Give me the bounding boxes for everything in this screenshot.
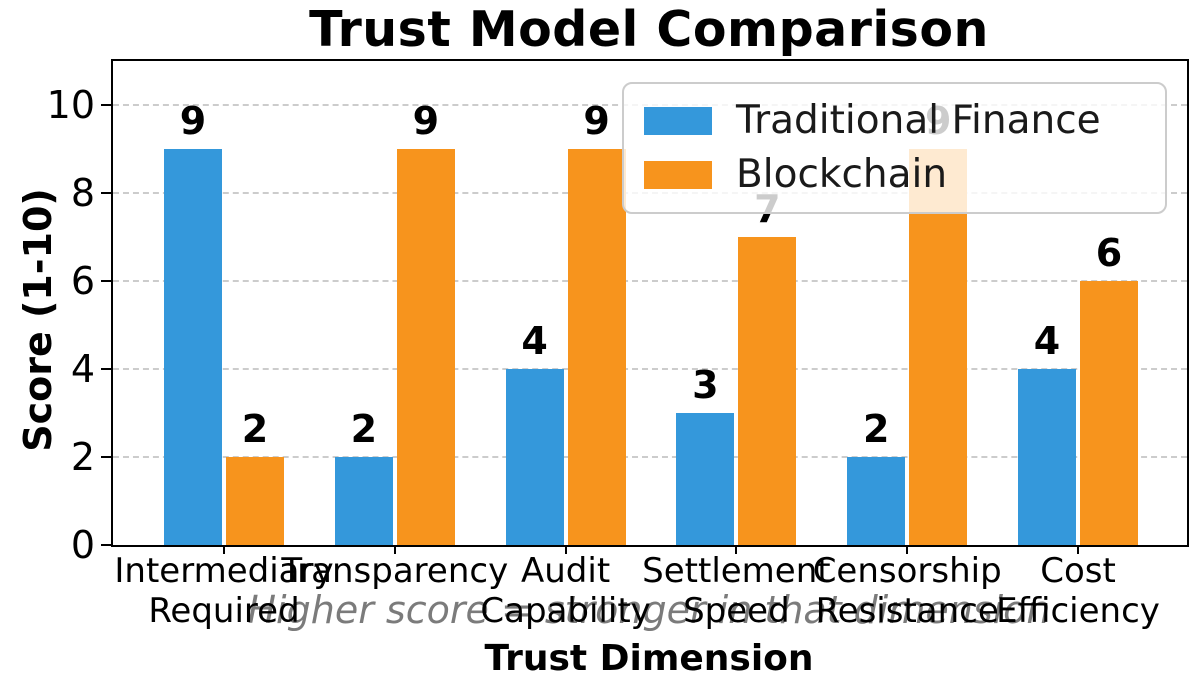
y-tick-mark-0	[101, 544, 111, 546]
legend-label-blockchain: Blockchain	[736, 152, 948, 197]
chart-title: Trust Model Comparison	[309, 1, 989, 58]
x-tick-label-2: Audit Capability	[366, 551, 766, 631]
x-tick-label-line: Cost	[1040, 551, 1116, 591]
bar-blockchain-transparency	[396, 149, 455, 545]
bar-traditional-finance-intermediary	[164, 149, 222, 545]
legend-item-traditional-finance: Traditional Finance	[644, 98, 1145, 144]
bar-traditional-finance-censorship	[847, 457, 906, 545]
x-tick-mark-5	[1077, 545, 1079, 554]
bar-value-traditional-finance-censorship: 2	[862, 407, 890, 451]
bar-value-traditional-finance-intermediary: 9	[179, 99, 207, 143]
x-tick-label-line: Transparency	[281, 551, 509, 591]
bar-traditional-finance-settlement	[676, 413, 735, 545]
gridline-y6	[113, 280, 1187, 282]
x-tick-mark-1	[393, 545, 396, 554]
bar-value-traditional-finance-audit: 4	[521, 319, 548, 363]
x-tick-label-line: Audit	[521, 551, 611, 591]
x-tick-label-line: Capability	[480, 591, 651, 631]
legend-item-blockchain: Blockchain	[644, 152, 1145, 198]
x-tick-label-1: Transparency	[195, 551, 595, 591]
x-tick-mark-4	[906, 545, 909, 554]
bar-value-traditional-finance-settlement: 3	[692, 363, 719, 407]
y-tick-label-6: 6	[70, 259, 95, 303]
x-tick-label-line: Censorship	[812, 551, 1002, 591]
bar-traditional-finance-transparency	[334, 457, 393, 545]
bar-blockchain-intermediary	[226, 457, 284, 545]
y-tick-label-10: 10	[46, 83, 95, 127]
plot-area: 924324299796 Traditional Finance Blockch…	[111, 59, 1189, 547]
x-tick-mark-3	[735, 545, 738, 554]
y-tick-label-8: 8	[70, 171, 95, 215]
legend-swatch-traditional-finance	[644, 107, 712, 135]
x-tick-label-line: Resistance	[815, 591, 999, 631]
x-tick-label-line: Efficiency	[996, 591, 1160, 631]
x-tick-label-line: Speed	[683, 591, 790, 631]
x-tick-label-line: Settlement	[642, 551, 831, 591]
y-tick-mark-6	[101, 280, 111, 282]
x-axis-label: Trust Dimension	[484, 638, 814, 679]
bar-blockchain-settlement	[738, 237, 797, 545]
y-tick-mark-4	[101, 368, 111, 370]
y-tick-label-0: 0	[70, 523, 95, 567]
bar-blockchain-censorship	[909, 149, 968, 545]
gridline-y4	[113, 368, 1187, 370]
legend-label-traditional-finance: Traditional Finance	[736, 98, 1101, 143]
y-tick-label-4: 4	[70, 347, 95, 391]
legend-swatch-blockchain	[644, 161, 712, 189]
bar-value-blockchain-audit: 9	[583, 99, 610, 143]
annotation-text: Higher score = stronger in that dimensio…	[247, 588, 1051, 632]
y-axis-label: Score (1-10)	[16, 188, 60, 452]
y-tick-label-2: 2	[70, 435, 95, 479]
bar-value-traditional-finance-cost: 4	[1033, 319, 1061, 363]
bar-traditional-finance-audit	[505, 369, 564, 545]
x-tick-mark-2	[564, 545, 567, 554]
bar-value-blockchain-transparency: 9	[412, 99, 440, 143]
bar-traditional-finance-cost	[1018, 369, 1076, 545]
bar-value-traditional-finance-transparency: 2	[350, 407, 378, 451]
x-tick-label-0: Intermediary Required	[24, 551, 424, 631]
bar-value-blockchain-intermediary: 2	[241, 407, 269, 451]
y-tick-mark-8	[101, 192, 111, 194]
x-tick-label-3: Settlement Speed	[536, 551, 936, 631]
x-tick-mark-0	[223, 545, 225, 554]
x-tick-label-line: Required	[148, 591, 300, 631]
y-tick-mark-2	[101, 456, 111, 458]
legend: Traditional Finance Blockchain	[622, 82, 1167, 214]
x-tick-label-4: Censorship Resistance	[707, 551, 1107, 631]
x-tick-label-line: Intermediary	[114, 551, 334, 591]
bar-value-blockchain-cost: 6	[1095, 231, 1123, 275]
bar-blockchain-audit	[567, 149, 626, 545]
x-tick-label-5: Cost Efficiency	[878, 551, 1200, 631]
y-tick-mark-10	[101, 104, 111, 106]
gridline-y2	[113, 456, 1187, 458]
bar-blockchain-cost	[1080, 281, 1138, 545]
